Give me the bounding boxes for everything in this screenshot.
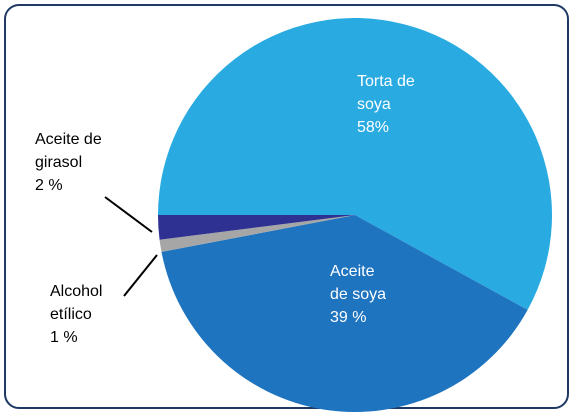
category-label: Aceite de soya: [330, 263, 387, 303]
pie: [158, 18, 552, 413]
slice-label: Aceite de soya 39 %: [330, 260, 392, 329]
pie-slice: [159, 215, 355, 252]
pie-slice: [158, 215, 355, 240]
pie-slice: [158, 18, 552, 310]
category-label: Aceite de girasol: [35, 131, 102, 171]
value-label: 58%: [357, 119, 390, 136]
category-label: Torta de soya: [357, 73, 415, 113]
slice-label: Alcohol etílico 1 %: [50, 280, 112, 349]
slice-label: Torta de soya 58%: [357, 70, 432, 139]
leader-line: [104, 196, 153, 233]
pie-slice: [161, 215, 528, 413]
value-label: 1 %: [50, 329, 78, 346]
value-label: 2 %: [35, 177, 63, 194]
category-label: Alcohol etílico: [50, 283, 103, 323]
slice-label: Aceite de girasol 2 %: [35, 128, 113, 197]
value-label: 39 %: [330, 309, 367, 326]
leader-line: [123, 254, 158, 297]
